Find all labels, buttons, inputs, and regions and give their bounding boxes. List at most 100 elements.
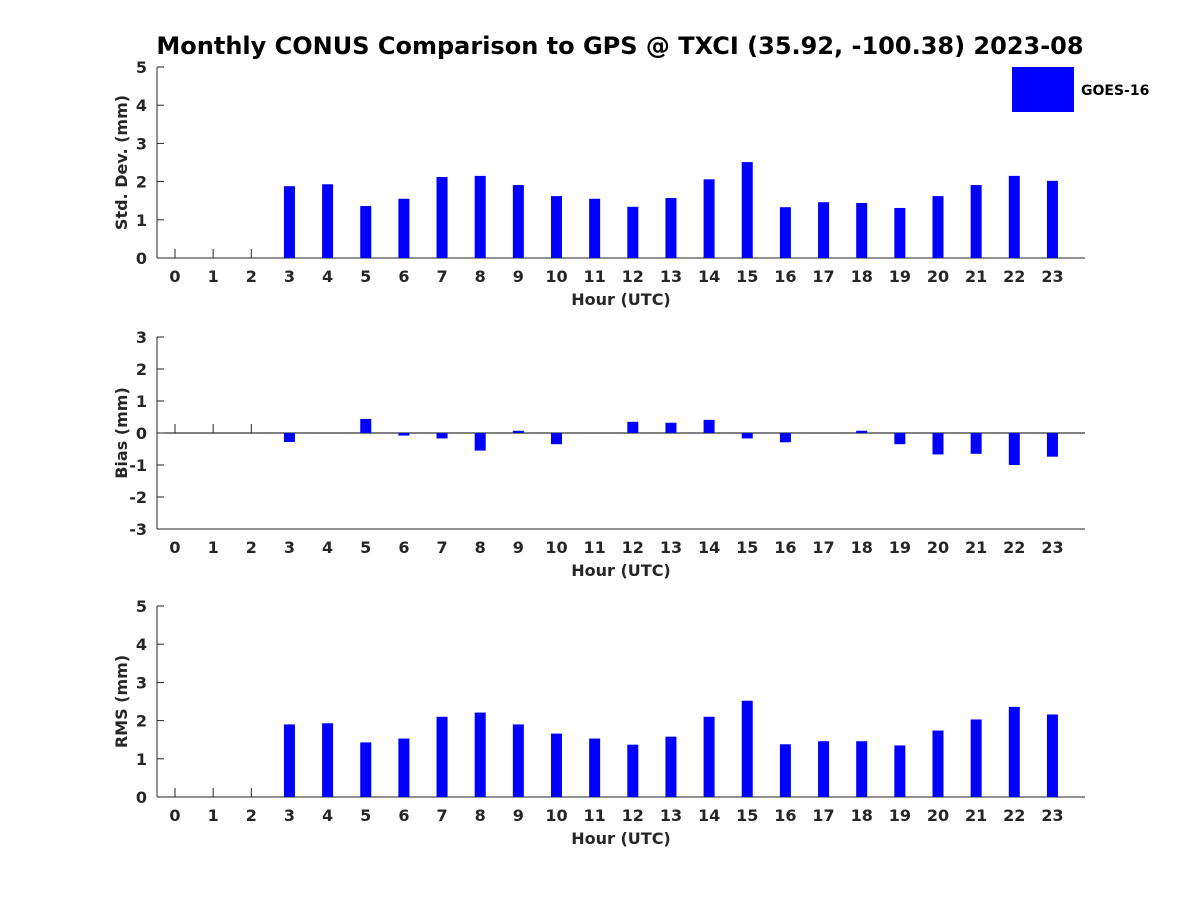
bar <box>703 179 715 258</box>
bar <box>1046 180 1058 258</box>
x-tick-label: 7 <box>436 538 447 557</box>
x-tick-label: 14 <box>698 538 720 557</box>
x-tick-label: 13 <box>660 267 682 286</box>
x-axis-label: Hour (UTC) <box>571 829 671 848</box>
bar <box>360 418 372 433</box>
x-tick-label: 19 <box>889 806 911 825</box>
bar <box>970 719 982 797</box>
bar <box>283 186 295 258</box>
x-tick-label: 19 <box>889 538 911 557</box>
bar <box>283 724 295 797</box>
y-tick-label: 2 <box>136 173 147 192</box>
x-tick-label: 20 <box>927 267 949 286</box>
y-tick-label: 2 <box>136 712 147 731</box>
x-tick-label: 6 <box>398 267 409 286</box>
x-tick-label: 17 <box>812 267 834 286</box>
x-tick-label: 9 <box>513 267 524 286</box>
bar <box>856 741 868 797</box>
bar <box>436 177 448 258</box>
x-tick-label: 7 <box>436 267 447 286</box>
x-tick-label: 8 <box>475 806 486 825</box>
x-tick-label: 21 <box>965 538 987 557</box>
bar <box>398 433 410 436</box>
bar <box>932 196 944 258</box>
x-tick-label: 9 <box>513 538 524 557</box>
x-tick-label: 17 <box>812 538 834 557</box>
x-tick-label: 4 <box>322 538 333 557</box>
bar <box>512 724 524 797</box>
y-tick-label: -3 <box>129 520 147 539</box>
bar <box>741 700 753 797</box>
x-tick-label: 6 <box>398 538 409 557</box>
x-tick-label: 7 <box>436 806 447 825</box>
x-tick-label: 22 <box>1003 806 1025 825</box>
x-tick-label: 18 <box>851 806 873 825</box>
bar <box>894 433 906 445</box>
y-tick-label: 3 <box>136 134 147 153</box>
bar <box>1008 433 1020 465</box>
x-tick-label: 2 <box>246 806 257 825</box>
y-tick-label: 0 <box>136 249 147 268</box>
bar <box>360 206 372 258</box>
x-tick-label: 12 <box>622 267 644 286</box>
bar <box>894 745 906 797</box>
bar <box>856 202 868 258</box>
bar <box>703 716 715 797</box>
x-tick-label: 15 <box>736 806 758 825</box>
y-tick-label: 4 <box>136 96 147 115</box>
bar <box>665 198 677 258</box>
x-tick-label: 5 <box>360 806 371 825</box>
bar <box>360 742 372 797</box>
bar <box>1008 175 1020 258</box>
y-tick-label: 5 <box>136 58 147 77</box>
x-tick-label: 22 <box>1003 267 1025 286</box>
y-tick-label: -1 <box>129 456 147 475</box>
x-tick-label: 1 <box>208 806 219 825</box>
y-tick-label: 3 <box>136 673 147 692</box>
y-tick-label: 0 <box>136 424 147 443</box>
bar <box>856 430 868 433</box>
x-tick-label: 15 <box>736 267 758 286</box>
x-tick-label: 11 <box>584 267 606 286</box>
x-tick-label: 23 <box>1041 806 1063 825</box>
bar <box>818 741 830 797</box>
x-tick-label: 13 <box>660 538 682 557</box>
bar <box>703 419 715 433</box>
x-tick-label: 22 <box>1003 538 1025 557</box>
bar <box>970 433 982 454</box>
bar <box>627 421 639 433</box>
x-tick-label: 9 <box>513 806 524 825</box>
bar <box>398 198 410 258</box>
bar <box>1046 714 1058 797</box>
x-tick-label: 8 <box>475 267 486 286</box>
x-axis-label: Hour (UTC) <box>571 561 671 580</box>
bar <box>1046 433 1058 457</box>
bar <box>436 433 448 439</box>
y-tick-label: 1 <box>136 750 147 769</box>
x-tick-label: 20 <box>927 806 949 825</box>
legend-label: GOES-16 <box>1081 83 1149 99</box>
x-tick-label: 5 <box>360 267 371 286</box>
bar <box>741 433 753 439</box>
y-axis-label: Bias (mm) <box>112 387 131 479</box>
bar <box>512 185 524 258</box>
x-tick-label: 3 <box>284 538 295 557</box>
x-tick-label: 10 <box>545 267 567 286</box>
x-tick-label: 11 <box>584 538 606 557</box>
bar <box>741 162 753 258</box>
y-tick-label: 1 <box>136 211 147 230</box>
x-tick-label: 21 <box>965 806 987 825</box>
x-tick-label: 19 <box>889 267 911 286</box>
bar <box>512 430 524 433</box>
bar <box>398 738 410 797</box>
y-axis-label: RMS (mm) <box>112 655 131 748</box>
bar <box>894 207 906 258</box>
y-tick-label: 4 <box>136 635 147 654</box>
bar <box>551 433 562 445</box>
bar <box>970 185 982 258</box>
x-tick-label: 4 <box>322 806 333 825</box>
x-tick-label: 15 <box>736 538 758 557</box>
y-tick-label: 1 <box>136 392 147 411</box>
x-tick-label: 0 <box>169 806 180 825</box>
